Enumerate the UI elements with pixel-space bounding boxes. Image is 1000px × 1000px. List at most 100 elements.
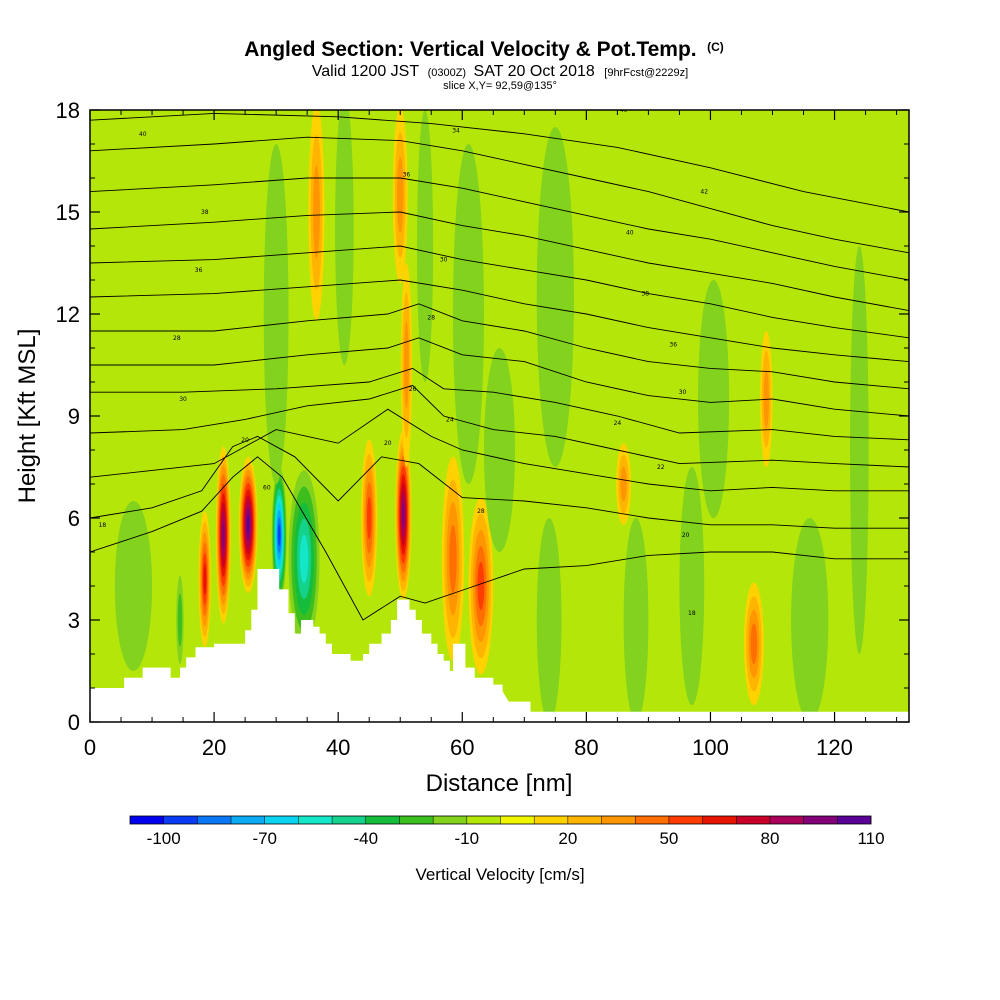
pot-temp-contour	[90, 303, 909, 390]
contour-label: 30	[679, 389, 687, 396]
colorbar-swatch	[837, 816, 872, 824]
velocity-contour-fill	[278, 524, 281, 546]
velocity-contour-fill	[263, 144, 289, 484]
velocity-cell	[616, 443, 632, 525]
velocity-contour-fill	[299, 534, 309, 583]
velocity-cell	[536, 518, 562, 722]
contour-label: 36	[669, 342, 677, 349]
velocity-cell	[288, 470, 320, 648]
colorbar-swatch	[433, 816, 468, 824]
x-tick-label: 80	[574, 735, 598, 760]
velocity-contour-fill	[679, 467, 705, 705]
pot-temp-contour	[90, 367, 909, 441]
contour-label: 36	[195, 267, 203, 274]
contour-label: 30	[440, 257, 448, 264]
colorbar-title: Vertical Velocity [cm/s]	[415, 865, 584, 884]
velocity-cell	[114, 501, 153, 671]
velocity-cell	[468, 497, 494, 675]
colorbar-swatch	[534, 816, 569, 824]
velocity-cell	[392, 110, 408, 284]
velocity-contour-fill	[536, 518, 562, 722]
contour-label: 40	[139, 131, 147, 138]
chart-subtitle: Valid 1200 JST (0300Z) SAT 20 Oct 2018 […	[312, 63, 688, 80]
velocity-contour-fill	[367, 496, 372, 540]
velocity-cell	[198, 511, 211, 648]
velocity-contour-fill	[791, 518, 829, 722]
velocity-cell	[395, 429, 412, 600]
contour-label: 18	[99, 522, 107, 529]
y-tick-label: 3	[68, 608, 80, 633]
velocity-contour-fill	[483, 348, 516, 552]
colorbar-swatch	[567, 816, 602, 824]
colorbar-swatch	[298, 816, 333, 824]
x-tick-label: 20	[202, 735, 226, 760]
colorbar-label: -100	[147, 829, 181, 848]
colorbar-swatch	[466, 816, 501, 824]
x-tick-label: 0	[84, 735, 96, 760]
velocity-cell	[623, 518, 649, 722]
contour-label: 26	[409, 386, 417, 393]
pot-temp-contour	[90, 211, 909, 312]
colorbar-swatch	[365, 816, 400, 824]
velocity-contour-fill	[536, 127, 574, 467]
colorbar-label: -70	[252, 829, 277, 848]
pot-temp-contours	[90, 112, 909, 621]
colorbar-swatch	[769, 816, 804, 824]
slice-label: slice X,Y= 92,59@135°	[443, 80, 557, 92]
colorbar-swatch	[668, 816, 703, 824]
colorbar-label: 50	[659, 829, 678, 848]
contour-label: 28	[427, 314, 435, 321]
colorbar-swatch	[231, 816, 266, 824]
contour-label: 20	[682, 532, 690, 539]
colorbar-swatch	[635, 816, 670, 824]
colorbar-label: -40	[353, 829, 378, 848]
velocity-contour-fill	[335, 110, 354, 365]
contour-label: 28	[173, 335, 181, 342]
colorbar-swatch	[163, 816, 198, 824]
pot-temp-contour	[90, 384, 909, 468]
y-tick-label: 15	[56, 200, 80, 225]
velocity-cell	[452, 144, 484, 484]
contour-labels: 18 20 60 20 28 24 26 28 30 30 28 36 38 40 34 36 40 42 40 38…	[99, 107, 709, 617]
colorbar-swatch	[399, 816, 434, 824]
colorbar-label: -10	[455, 829, 480, 848]
terrain	[90, 569, 909, 722]
colorbar-label: 110	[857, 829, 884, 848]
contour-label: 22	[657, 464, 665, 471]
x-tick-label: 100	[692, 735, 729, 760]
pot-temp-contour	[90, 245, 909, 339]
velocity-contour-fill	[750, 623, 758, 665]
pot-temp-contour	[90, 136, 909, 254]
colorbar-swatch	[264, 816, 299, 824]
plot-area: 18 20 60 20 28 24 26 28 30 30 28 36 38 40 34 36 40 42 40 38…	[90, 107, 909, 722]
velocity-contour-fill	[698, 280, 730, 518]
chart-title: Angled Section: Vertical Velocity & Pot.…	[244, 38, 724, 61]
x-tick-label: 40	[326, 735, 350, 760]
contour-label: 42	[700, 189, 708, 196]
velocity-cell	[215, 446, 231, 624]
velocity-contour-fill	[850, 246, 869, 654]
colorbar-swatch	[601, 816, 636, 824]
velocity-cell	[698, 280, 730, 518]
pot-temp-contour	[90, 112, 909, 213]
x-tick-label: 60	[450, 735, 474, 760]
velocity-contour-fill	[114, 501, 153, 671]
contour-label: 36	[403, 172, 411, 179]
contour-label: 38	[641, 291, 649, 298]
velocity-cell	[263, 144, 289, 484]
y-tick-label: 6	[68, 506, 80, 531]
contour-label: 24	[446, 416, 454, 423]
colorbar: -100 -70 -40 -10 20 50 80 110	[129, 815, 885, 848]
velocity-cell	[679, 467, 705, 705]
x-tick-label: 120	[816, 735, 853, 760]
colorbar-swatch	[702, 816, 737, 824]
colorbar-swatch	[736, 816, 771, 824]
velocity-contour-fill	[402, 501, 405, 529]
pot-temp-contour	[90, 435, 909, 529]
velocity-contour-fill	[620, 466, 627, 502]
contour-label: 40	[620, 107, 628, 114]
velocity-contour-fill	[449, 524, 457, 593]
x-axis-title: Distance [nm]	[426, 770, 573, 797]
velocity-contour-fill	[222, 521, 225, 549]
